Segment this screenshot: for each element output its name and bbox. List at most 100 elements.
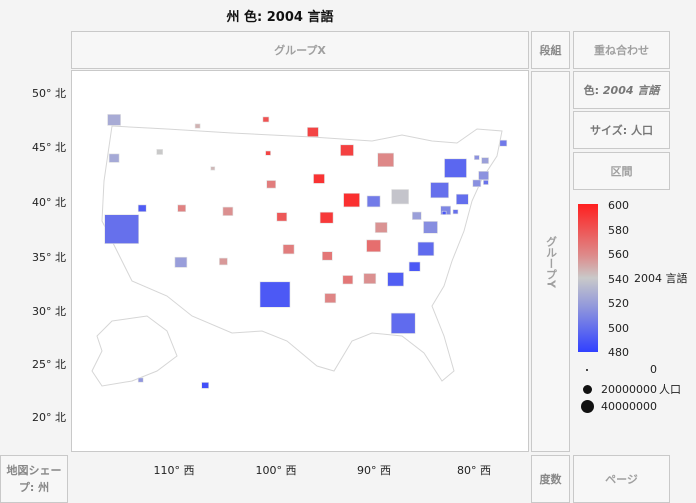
state-vt[interactable] [473,155,480,161]
state-al[interactable] [363,273,377,284]
y-tick-label: 35° 北 [32,251,66,264]
group-x-label: グループX [274,44,326,57]
color-legend-tick: 480 [608,346,629,359]
state-ma[interactable] [478,171,489,181]
page-label: ページ [605,473,638,486]
state-az[interactable] [174,256,188,268]
state-nv[interactable] [137,204,147,212]
interval-dropzone[interactable]: 区間 [573,152,670,190]
freq-label: 度数 [539,473,562,486]
group-x-dropzone[interactable]: グループX [71,31,529,69]
map-svg [91,114,508,389]
state-hi[interactable] [201,382,209,389]
overlay-dropzone[interactable]: 重ね合わせ [573,31,670,69]
state-ne[interactable] [266,180,276,189]
state-va[interactable] [423,221,438,234]
chart-title: 州 色: 2004 言語 [226,10,334,25]
state-mi[interactable] [377,152,395,167]
interval-label: 区間 [610,165,633,178]
state-mn[interactable] [307,127,319,138]
color-legend-tick: 600 [608,199,629,212]
size-legend-value-2: 40000000 [601,400,657,413]
state-fl[interactable] [390,312,416,334]
state-ar[interactable] [322,251,333,261]
color-legend-tick: 580 [608,223,629,237]
color-legend-tick: 540 [608,272,629,286]
state-me[interactable] [499,139,508,147]
state-ks[interactable] [276,212,288,222]
alaska-outline [91,315,178,387]
state-dc[interactable] [441,210,447,215]
wrap-label: 段組 [539,44,562,57]
y-tick-label: 20° 北 [32,411,66,424]
state-nh[interactable] [481,157,489,164]
overlay-label: 重ね合わせ [594,44,649,57]
wrap-dropzone[interactable]: 段組 [531,31,570,69]
freq-dropzone[interactable]: 度数 [531,455,570,503]
state-de[interactable] [452,209,459,215]
state-ca[interactable] [104,214,140,244]
state-in[interactable] [366,195,381,208]
size-legend-row-2: 40000000 [578,400,657,413]
map-shape-label: 地図シェープ: 州 [6,464,62,494]
state-sc[interactable] [408,261,421,272]
state-ms[interactable] [342,275,354,285]
state-sd[interactable] [265,150,271,156]
state-wi[interactable] [340,144,354,157]
state-tn[interactable] [366,239,381,253]
state-ga[interactable] [387,272,404,287]
state-il[interactable] [343,193,360,208]
state-nm[interactable] [219,257,228,266]
size-role-prefix: サイズ: [590,124,628,137]
state-or[interactable] [108,153,120,163]
size-role-dropzone[interactable]: サイズ: 人口 [573,111,670,149]
color-legend-tick: 560 [608,248,629,261]
size-role-value: 人口 [630,124,653,137]
size-legend-value-0: 0 [650,363,657,376]
group-y-dropzone[interactable]: グループY [531,71,570,452]
state-la[interactable] [324,293,337,304]
color-role-dropzone[interactable]: 色: 2004 言語 [573,71,670,109]
state-ok[interactable] [282,244,295,255]
color-legend-title: 2004 言語 [634,272,688,285]
state-id[interactable] [156,149,163,155]
state-nd[interactable] [262,116,270,123]
size-legend-row-1: 20000000 人口 [578,381,681,397]
state-tx[interactable] [259,281,291,308]
state-oh[interactable] [391,189,409,205]
size-legend-value-1: 20000000 [601,382,657,396]
color-role-prefix: 色: [583,84,600,97]
color-legend-gradient [578,204,598,352]
state-ky[interactable] [374,222,388,233]
state-wv[interactable] [411,211,422,220]
size-legend-row-0: 0 [578,363,657,376]
state-ny[interactable] [444,158,467,178]
x-tick-label: 90° 西 [357,464,391,477]
x-tick-label: 80° 西 [457,464,491,477]
group-y-label: グループY [544,235,558,288]
state-mo[interactable] [319,211,334,224]
map-plot-area[interactable] [71,70,529,452]
state-ak[interactable] [137,377,144,383]
color-role-value: 2004 言語 [602,84,660,97]
y-tick-label: 30° 北 [32,305,66,318]
y-tick-label: 25° 北 [32,358,66,371]
state-ut[interactable] [177,204,186,212]
state-ia[interactable] [313,173,325,184]
state-wy[interactable] [210,166,216,171]
page-dropzone[interactable]: ページ [573,455,670,503]
state-mt[interactable] [194,123,201,129]
state-co[interactable] [222,206,234,216]
state-pa[interactable] [430,182,449,199]
map-shape-dropzone[interactable]: 地図シェープ: 州 [0,455,68,503]
state-ri[interactable] [483,180,489,185]
us-outline [101,125,503,382]
color-legend-tick: 520 [608,297,629,310]
state-ct[interactable] [472,179,482,188]
state-wa[interactable] [107,114,121,126]
x-tick-label: 110° 西 [153,464,195,477]
color-legend-tick: 500 [608,321,629,335]
state-nj[interactable] [455,193,469,205]
state-nc[interactable] [417,241,435,257]
x-tick-label: 100° 西 [255,464,297,477]
